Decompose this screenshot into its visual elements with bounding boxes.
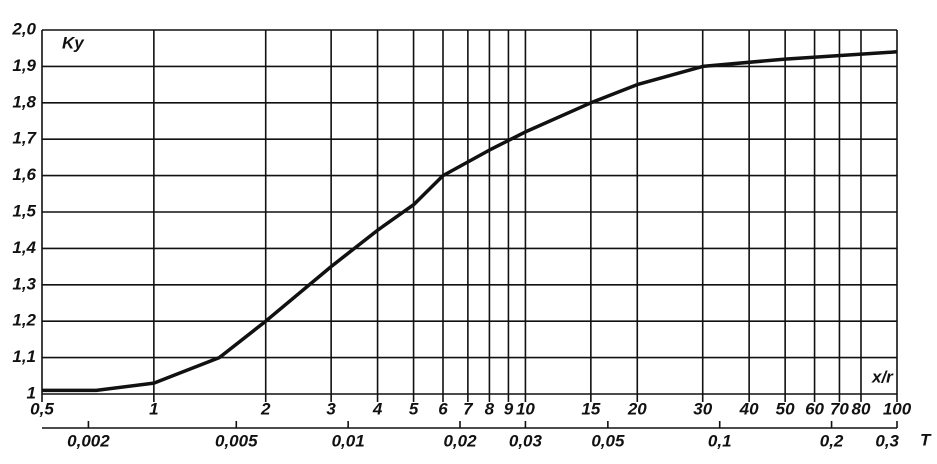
y-tick-label: 1,6 bbox=[12, 165, 36, 184]
x2-tick-label: 0,3 bbox=[875, 431, 899, 450]
y-tick-label: 1,8 bbox=[12, 92, 36, 111]
x-tick-label: 1 bbox=[149, 399, 158, 418]
x2-tick-label: 0,1 bbox=[708, 431, 732, 450]
y-tick-label: 2,0 bbox=[11, 19, 36, 38]
y-axis-label: Ky bbox=[62, 33, 85, 52]
x2-axis-label: T bbox=[920, 430, 932, 449]
y-tick-label: 1,5 bbox=[12, 201, 36, 220]
y-tick-label: 1,7 bbox=[12, 129, 37, 148]
y-tick-label: 1 bbox=[27, 383, 36, 402]
x-tick-label: 80 bbox=[852, 399, 871, 418]
x2-tick-label: 0,2 bbox=[820, 431, 844, 450]
x-tick-label: 5 bbox=[409, 399, 419, 418]
y-tick-label: 1,1 bbox=[12, 347, 36, 366]
x-tick-label: 40 bbox=[739, 399, 759, 418]
x2-tick-label: 0,05 bbox=[591, 431, 625, 450]
x2-tick-label: 0,01 bbox=[332, 431, 365, 450]
x-tick-label: 9 bbox=[504, 399, 514, 418]
x-tick-label: 3 bbox=[326, 399, 336, 418]
curve bbox=[42, 50, 898, 393]
x-tick-label: 6 bbox=[438, 399, 448, 418]
x-tick-label: 2 bbox=[260, 399, 271, 418]
x2-tick-label: 0,002 bbox=[67, 431, 110, 450]
x-tick-label: 15 bbox=[581, 399, 600, 418]
y-tick-label: 1,2 bbox=[12, 311, 36, 330]
x-tick-label: 4 bbox=[372, 399, 383, 418]
x-tick-label: 30 bbox=[693, 399, 712, 418]
x-tick-label: 60 bbox=[805, 399, 824, 418]
x-tick-label: 8 bbox=[485, 399, 495, 418]
x-tick-label: 20 bbox=[627, 399, 647, 418]
x-tick-label: 100 bbox=[883, 399, 912, 418]
x-tick-label: 50 bbox=[776, 399, 795, 418]
x-tick-label: 10 bbox=[516, 399, 535, 418]
x2-tick-label: 0,02 bbox=[443, 431, 477, 450]
x-tick-label: 70 bbox=[830, 399, 849, 418]
y-tick-label: 1,9 bbox=[12, 56, 36, 75]
x2-tick-label: 0,005 bbox=[215, 431, 258, 450]
x-tick-label: 0,5 bbox=[30, 399, 54, 418]
x2-tick-label: 0,03 bbox=[509, 431, 543, 450]
y-tick-label: 1,4 bbox=[12, 238, 36, 257]
x-axis-label: x/r bbox=[871, 367, 894, 386]
x-tick-label: 7 bbox=[463, 399, 474, 418]
y-tick-label: 1,3 bbox=[12, 274, 36, 293]
